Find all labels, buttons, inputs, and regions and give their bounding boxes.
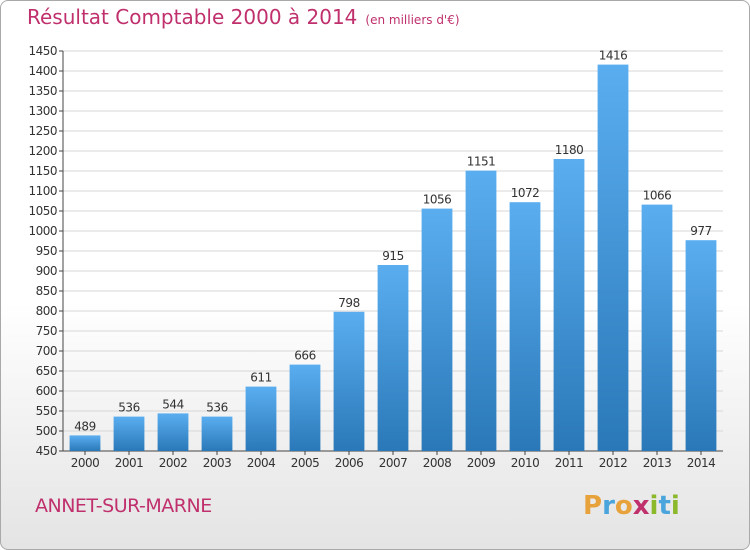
bar (641, 204, 673, 451)
bar (245, 386, 277, 451)
bar (201, 416, 233, 451)
y-tick-label: 500 (36, 424, 57, 438)
x-tick-label: 2005 (291, 456, 320, 470)
title-text: Résultat Comptable 2000 à 2014 (27, 5, 358, 29)
logo-letter: x (632, 491, 650, 521)
x-tick-label: 2013 (643, 456, 672, 470)
x-tick-label: 2000 (71, 456, 100, 470)
proxiti-logo: Proxiti (583, 491, 680, 521)
y-tick-label: 1300 (28, 104, 57, 118)
y-tick-label: 1450 (28, 44, 57, 58)
x-tick-label: 2010 (511, 456, 540, 470)
chart-title: Résultat Comptable 2000 à 2014 (en millie… (27, 5, 460, 29)
bar-value-label: 611 (250, 371, 271, 385)
bar-value-label: 1180 (555, 143, 584, 157)
logo-letter: P (583, 491, 603, 521)
x-tick-label: 2011 (555, 456, 584, 470)
bar (157, 413, 189, 451)
bar (685, 240, 717, 451)
y-tick-label: 600 (36, 384, 57, 398)
bar-value-label: 798 (338, 296, 359, 310)
bar (113, 416, 145, 451)
bar-value-label: 1151 (467, 155, 496, 169)
logo-letter: t (658, 491, 671, 521)
y-tick-label: 650 (36, 364, 57, 378)
y-tick-label: 1000 (28, 224, 57, 238)
y-tick-label: 800 (36, 304, 57, 318)
logo-letter: o (614, 491, 633, 521)
logo-letter: r (602, 491, 615, 521)
x-tick-label: 2014 (687, 456, 716, 470)
bar-value-label: 1066 (643, 189, 672, 203)
bar (377, 265, 409, 451)
bar-value-label: 1416 (599, 49, 628, 63)
bar (509, 202, 541, 451)
y-tick-label: 1350 (28, 84, 57, 98)
bar (421, 208, 453, 451)
bar-value-label: 1056 (423, 193, 452, 207)
y-tick-label: 1250 (28, 124, 57, 138)
y-tick-label: 450 (36, 444, 57, 458)
y-tick-label: 750 (36, 324, 57, 338)
y-tick-label: 550 (36, 404, 57, 418)
chart-subtitle: (en milliers d'€) (365, 13, 460, 27)
x-tick-label: 2006 (335, 456, 364, 470)
bar-value-label: 977 (690, 224, 711, 238)
y-tick-label: 900 (36, 264, 57, 278)
bar (597, 64, 629, 451)
x-tick-label: 2004 (247, 456, 276, 470)
bar (465, 170, 497, 451)
x-tick-label: 2002 (159, 456, 188, 470)
y-tick-label: 1100 (28, 184, 57, 198)
location-label: ANNET-SUR-MARNE (35, 495, 212, 517)
x-tick-label: 2003 (203, 456, 232, 470)
bar-value-label: 1072 (511, 186, 540, 200)
bar-value-label: 489 (74, 419, 95, 433)
x-tick-label: 2008 (423, 456, 452, 470)
y-tick-label: 1050 (28, 204, 57, 218)
bar-value-label: 536 (206, 401, 227, 415)
x-tick-label: 2012 (599, 456, 628, 470)
bar (553, 159, 585, 451)
y-tick-label: 1150 (28, 164, 57, 178)
bar-value-label: 536 (118, 401, 139, 415)
bar-value-label: 666 (294, 349, 315, 363)
x-tick-label: 2001 (115, 456, 144, 470)
y-tick-label: 850 (36, 284, 57, 298)
logo-letter: i (670, 491, 680, 521)
y-tick-label: 1400 (28, 64, 57, 78)
bar (289, 364, 321, 451)
bar (69, 435, 101, 451)
y-tick-label: 1200 (28, 144, 57, 158)
bar (333, 311, 365, 451)
y-tick-label: 700 (36, 344, 57, 358)
bar-value-label: 915 (382, 249, 403, 263)
x-tick-label: 2009 (467, 456, 496, 470)
y-tick-label: 950 (36, 244, 57, 258)
bar-value-label: 544 (162, 397, 183, 411)
x-tick-label: 2007 (379, 456, 408, 470)
logo-letter: i (649, 491, 659, 521)
